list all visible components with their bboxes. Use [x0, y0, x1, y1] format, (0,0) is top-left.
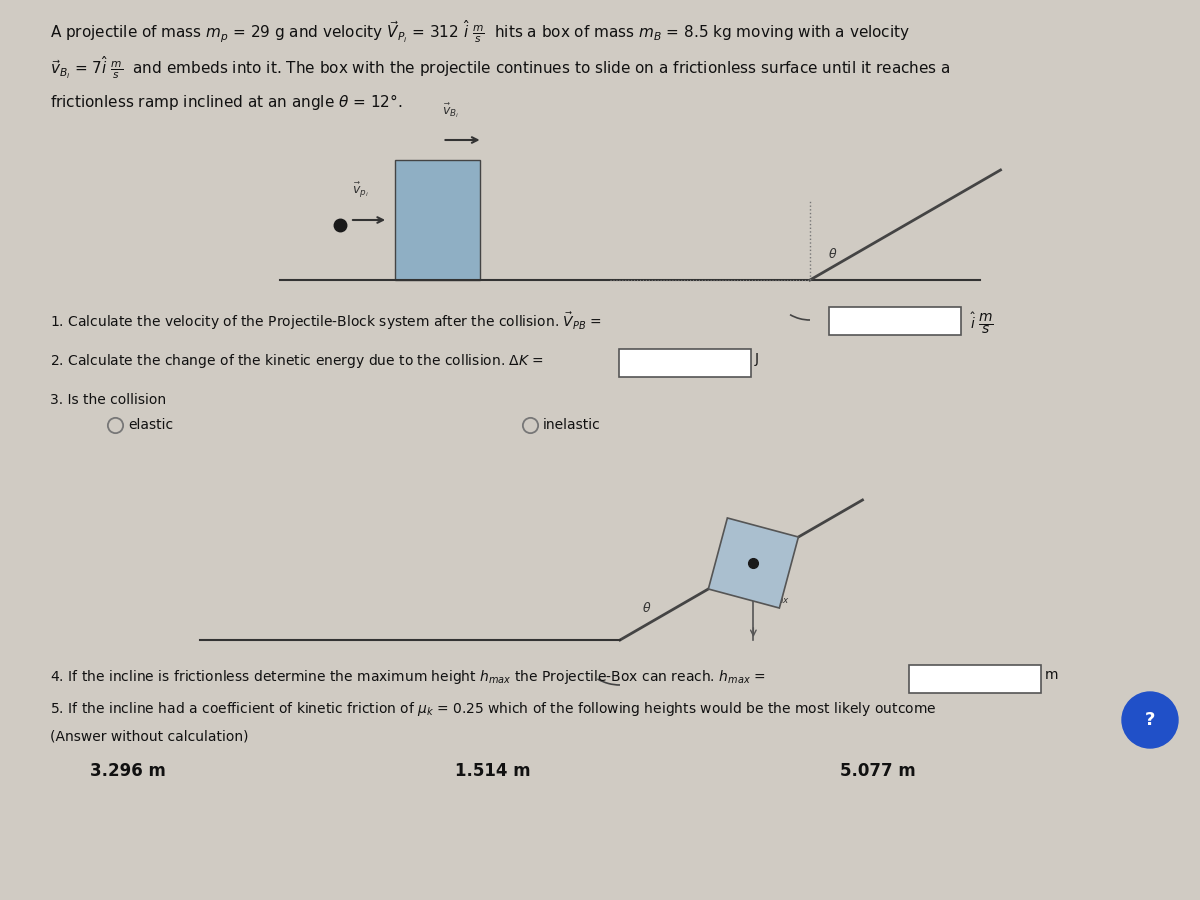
- Text: 1. Calculate the velocity of the Projectile-Block system after the collision. $\: 1. Calculate the velocity of the Project…: [50, 310, 602, 331]
- Text: 5. If the incline had a coefficient of kinetic friction of $\mu_k$ = 0.25 which : 5. If the incline had a coefficient of k…: [50, 700, 936, 718]
- Text: 5.077 m: 5.077 m: [840, 762, 916, 780]
- Text: $\vec{v}_{B_i}$: $\vec{v}_{B_i}$: [443, 101, 460, 120]
- Text: $\theta$: $\theta$: [642, 601, 652, 615]
- Text: 2. Calculate the change of the kinetic energy due to the collision. $\Delta K$ =: 2. Calculate the change of the kinetic e…: [50, 352, 544, 370]
- Text: inelastic: inelastic: [542, 418, 601, 432]
- Text: 1.514 m: 1.514 m: [455, 762, 530, 780]
- Text: 3.296 m: 3.296 m: [90, 762, 166, 780]
- FancyBboxPatch shape: [829, 307, 961, 335]
- Text: 3. Is the collision: 3. Is the collision: [50, 393, 166, 407]
- Text: (Answer without calculation): (Answer without calculation): [50, 730, 248, 744]
- Circle shape: [1122, 692, 1178, 748]
- Text: m: m: [1045, 668, 1058, 682]
- FancyBboxPatch shape: [910, 665, 1042, 693]
- Text: $\theta$: $\theta$: [828, 247, 838, 261]
- Text: $\vec{v}_{B_i}$ = 7$\hat{i}$ $\frac{m}{s}$  and embeds into it. The box with the: $\vec{v}_{B_i}$ = 7$\hat{i}$ $\frac{m}{s…: [50, 55, 950, 82]
- Text: $\hat{i}\ \dfrac{m}{s}$: $\hat{i}\ \dfrac{m}{s}$: [970, 310, 994, 336]
- Bar: [395, 160, 480, 280]
- Text: elastic: elastic: [128, 418, 173, 432]
- Text: J: J: [755, 352, 760, 366]
- Text: $h_{max}$: $h_{max}$: [761, 590, 791, 606]
- Text: frictionless ramp inclined at an angle $\theta$ = 12°.: frictionless ramp inclined at an angle $…: [50, 92, 402, 112]
- Text: $\vec{v}_{p_i}$: $\vec{v}_{p_i}$: [352, 181, 368, 200]
- Polygon shape: [708, 518, 798, 608]
- Text: ?: ?: [1145, 711, 1156, 729]
- Text: 4. If the incline is frictionless determine the maximum height $h_{max}$ the Pro: 4. If the incline is frictionless determ…: [50, 668, 766, 686]
- FancyBboxPatch shape: [619, 349, 751, 377]
- Text: A projectile of mass $m_p$ = 29 g and velocity $\vec{V}_{P_i}$ = 312 $\hat{i}$ $: A projectile of mass $m_p$ = 29 g and ve…: [50, 18, 911, 44]
